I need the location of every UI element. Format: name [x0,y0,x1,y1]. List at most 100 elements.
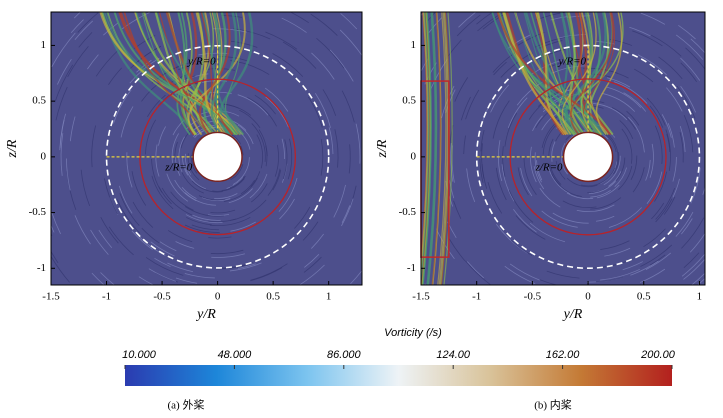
streak [479,158,484,183]
streak [278,304,315,323]
streak [254,94,276,115]
streak [329,49,354,82]
streak [405,118,409,158]
streak [406,2,421,23]
streak [611,107,637,130]
streak [274,144,279,177]
x-tick-label: 0 [585,291,591,303]
streak [239,109,261,129]
streak [304,254,320,268]
streak [232,157,250,185]
streak [0,210,6,231]
streak [529,222,566,243]
streak [539,1,560,6]
streak [85,311,114,332]
streak [264,87,289,112]
streak [154,257,171,268]
streak [369,193,382,231]
streak [282,293,303,304]
streak [51,250,59,264]
streak [645,159,651,181]
streak [574,339,594,340]
wall-streak [438,12,449,285]
streak [167,262,194,273]
streak [637,54,667,76]
streak [330,12,332,13]
streak [421,343,437,356]
wall-streak [431,12,442,285]
streak [249,173,268,199]
streak [20,90,27,115]
wall-streak [421,12,428,273]
streak [593,103,628,121]
streak [663,196,676,215]
vortex-streak [561,12,597,135]
streak [554,298,583,302]
streak [621,128,633,164]
streak [683,115,694,153]
streak [278,177,298,212]
streak [226,177,244,189]
streak [108,67,122,85]
streak [22,120,25,145]
streak [562,200,597,208]
streak [493,61,507,76]
streak [59,113,66,151]
streak [650,34,682,57]
vortex-streak [177,12,197,136]
streak [555,161,566,180]
streak [23,237,33,259]
streak [98,229,113,248]
y-tick-label: -0.5 [29,206,47,218]
streak [399,112,404,145]
streak [476,12,494,25]
streak [185,214,223,224]
streak [683,252,700,269]
streak [230,221,257,232]
streak [515,215,546,240]
streak [51,224,55,233]
streak [718,150,721,186]
streak [596,184,620,199]
x-tick-label: -1 [102,291,111,303]
streak [613,81,648,104]
streak [667,122,675,148]
wall-streak [437,12,447,285]
streak [592,386,616,388]
streak [369,131,371,168]
streak [0,282,13,312]
streak [686,351,704,361]
streak [159,241,177,252]
streak [23,62,31,79]
streak [533,166,545,190]
colorbar-title: Vorticity (/s) [384,327,442,339]
x-tick-label: -0.5 [524,291,542,303]
streak [51,32,76,68]
streak [340,13,358,30]
streak [385,266,398,288]
streak [490,84,509,113]
streak [619,387,659,396]
streak [685,47,705,70]
streak [683,258,705,280]
vortex-streak [225,12,241,135]
streak [705,127,709,167]
streak [604,247,631,257]
streak [104,178,118,215]
streak [63,375,82,387]
streak [387,58,400,85]
streak [368,23,391,55]
streak [1,223,16,260]
streak [482,314,516,332]
streak [247,97,277,127]
streak [492,100,510,139]
y-tick-label: 0 [411,150,417,162]
streak [77,12,99,33]
streak [620,323,661,335]
streak [211,253,245,258]
streak [158,126,166,146]
streak [613,151,620,175]
streak [272,53,304,77]
streak [170,191,194,211]
colorbar-tick-label: 48.000 [218,349,253,361]
